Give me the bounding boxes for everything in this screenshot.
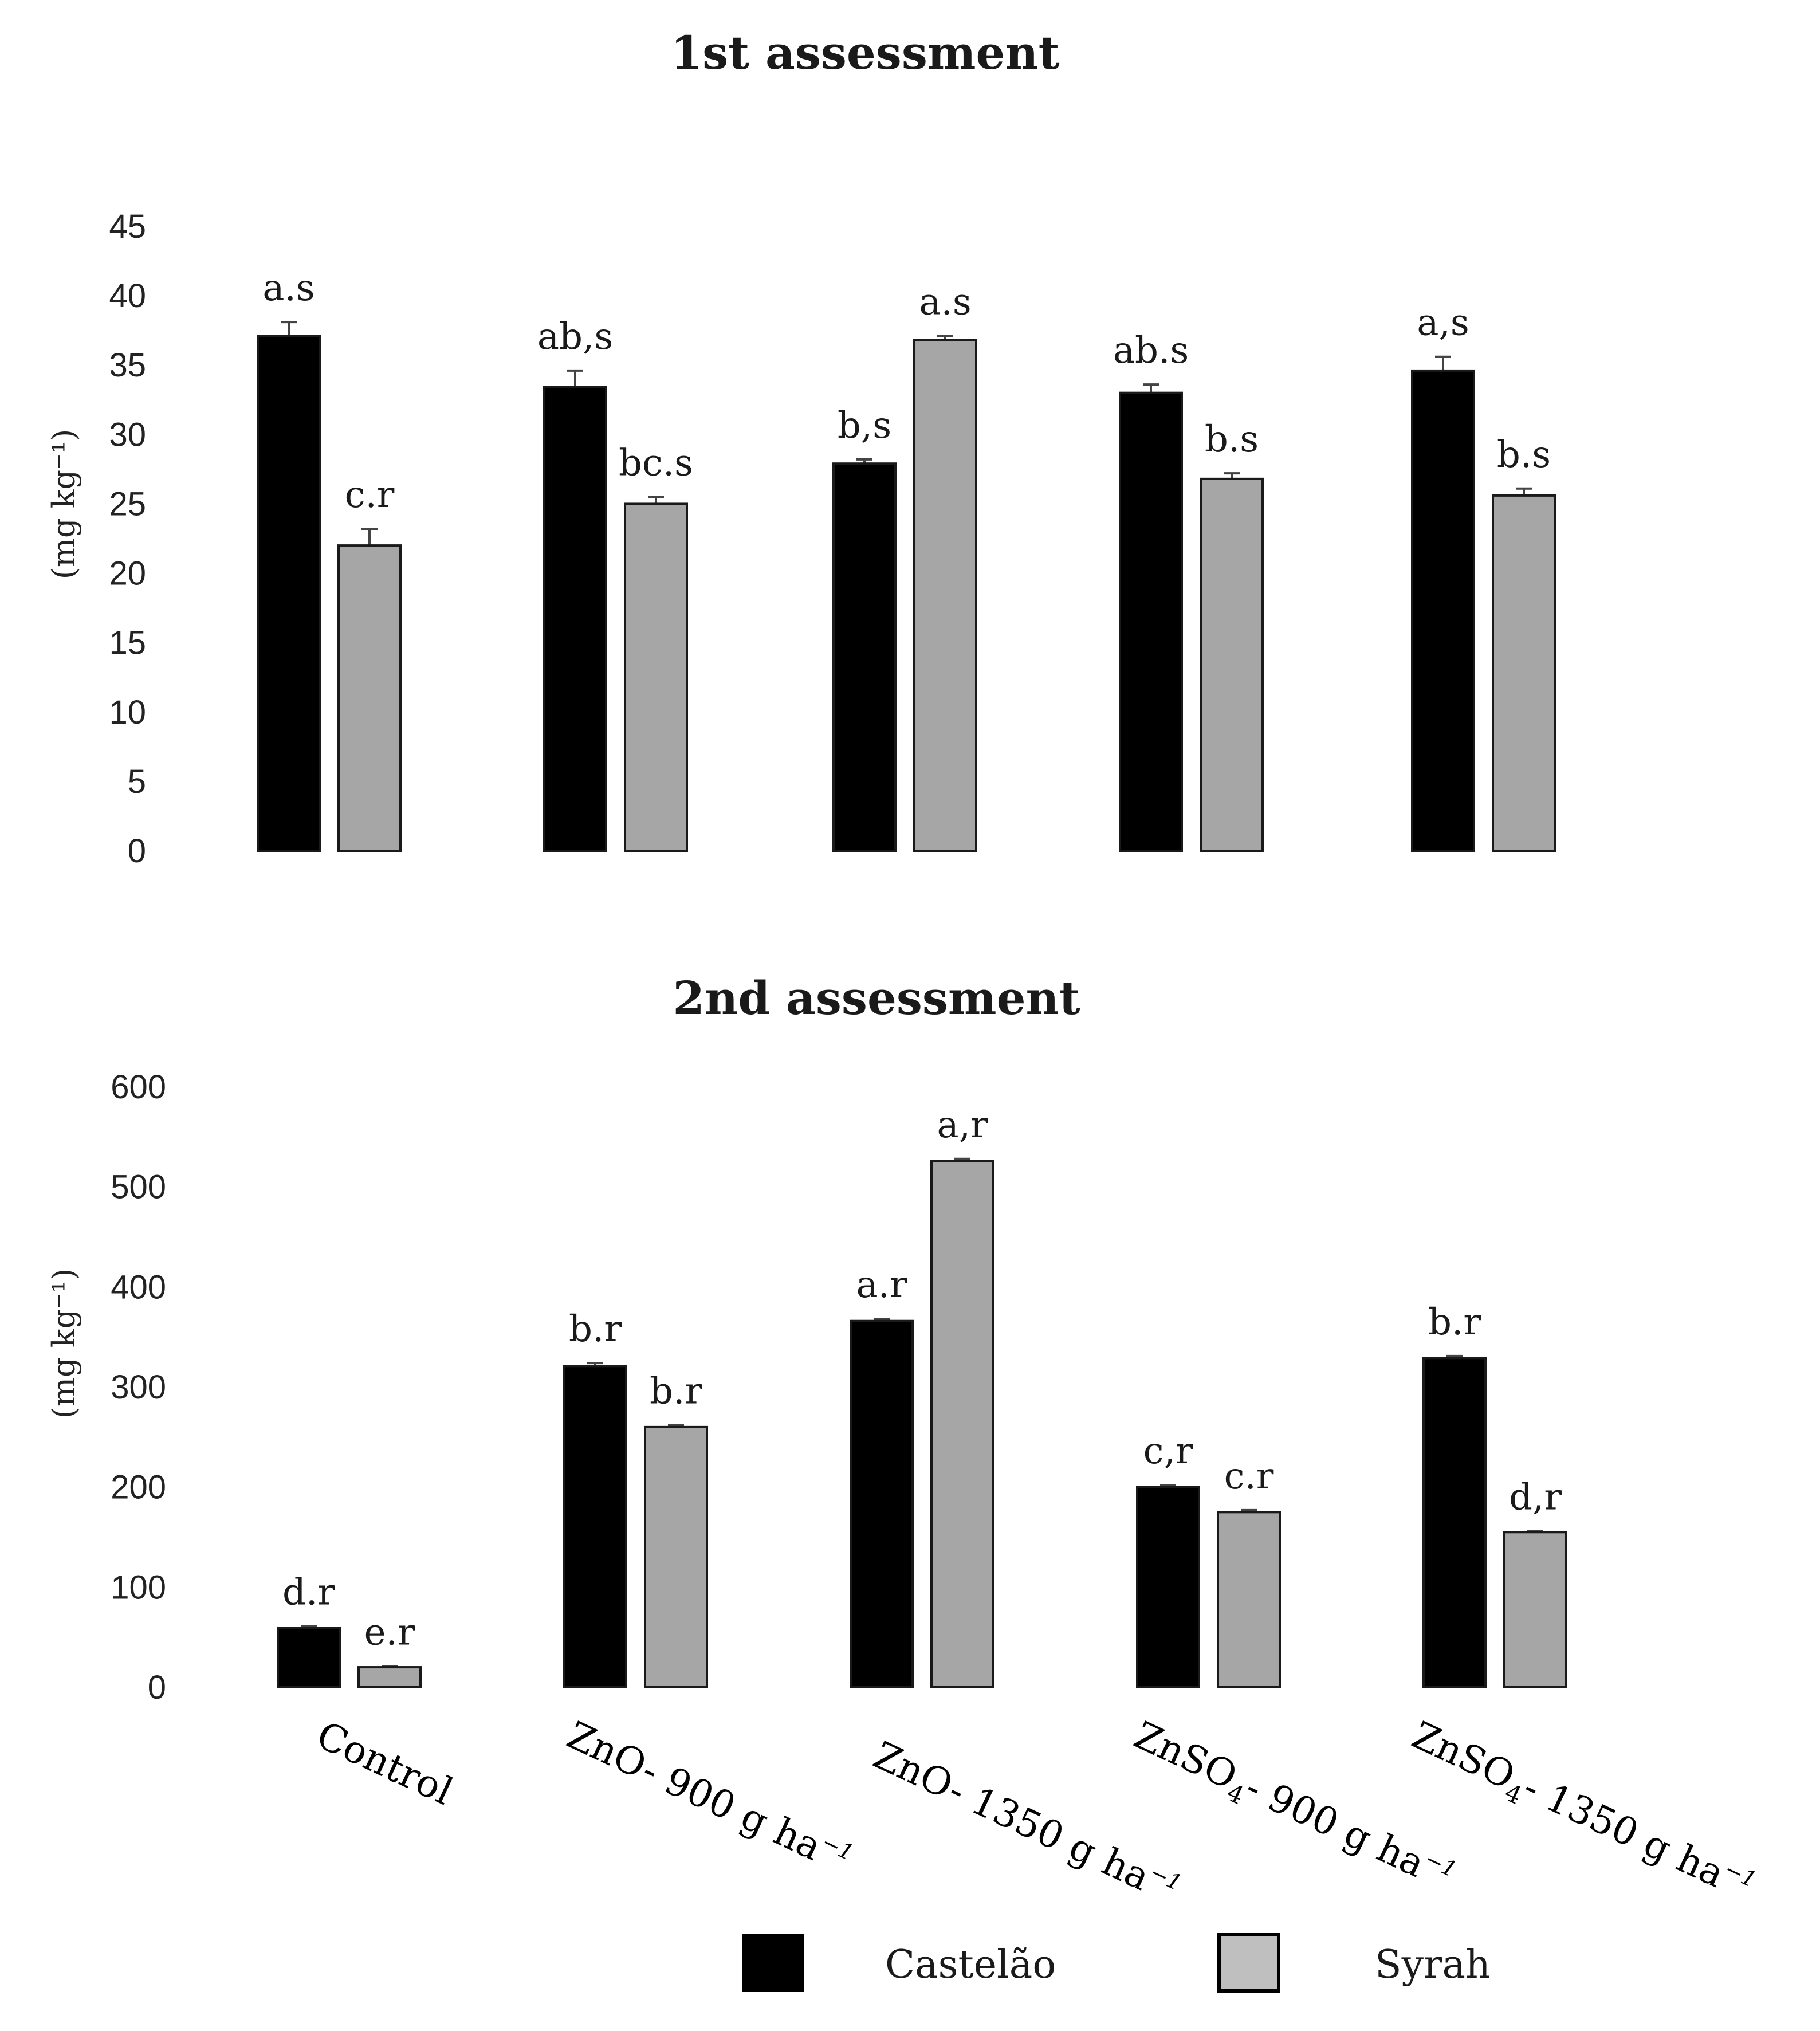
chart2-label-syrah-znso4-1350: d,r (1509, 1476, 1562, 1519)
chart2-y-tick-500: 500 (111, 1169, 166, 1206)
chart2-bar-castelao-zno-900 (563, 1365, 627, 1689)
chart1-label-syrah-zno-1350: a.s (919, 281, 971, 323)
chart2-bar-syrah-control (357, 1666, 422, 1688)
legend-swatch-castelao (742, 1934, 804, 1992)
chart1-error-castelao-znso4-900 (1143, 383, 1159, 393)
chart1-label-syrah-znso4-1350: b.s (1497, 434, 1551, 476)
category-label-zno-1350: ZnO- 1350 g ha−1 (867, 1733, 1186, 1913)
chart2-bars (277, 1160, 1567, 1689)
chart1-label-castelao-zno-1350: b,s (838, 404, 891, 447)
legend-label-syrah: Syrah (1375, 1942, 1491, 1987)
chart1-y-tick-20: 20 (109, 555, 146, 592)
category-label-znso4-1350: ZnSO4- 1350 g ha−1 (1403, 1713, 1760, 1915)
chart1-label-castelao-znso4-900: ab.s (1113, 329, 1189, 372)
chart1-y-tick-15: 15 (109, 624, 146, 662)
chart1-error-syrah-znso4-1350 (1516, 487, 1532, 496)
chart2-label-syrah-control: e.r (364, 1611, 415, 1653)
chart1-label-castelao-control: a.s (262, 267, 315, 309)
chart1-y-tick-10: 10 (109, 694, 146, 731)
chart2-error-bars (301, 1157, 1543, 1668)
chart2-data-labels: d.r b.r a.r c,r b.r e.r b.r a,r c.r d,r (282, 1104, 1562, 1654)
chart1-label-syrah-zno-900: bc.s (619, 442, 693, 484)
category-label-control: Control (310, 1713, 459, 1814)
legend: Castelão Syrah (742, 1933, 1491, 1993)
chart1-error-syrah-control (361, 528, 378, 546)
chart2-label-castelao-zno-1350: a.r (856, 1264, 907, 1306)
chart1-bar-syrah-znso4-1350 (1492, 494, 1556, 852)
chart1-y-tick-40: 40 (109, 277, 146, 315)
chart1-error-castelao-zno-900 (567, 369, 583, 387)
chart2-bar-syrah-zno-900 (644, 1425, 708, 1689)
legend-swatch-syrah (1217, 1933, 1280, 1993)
category-labels: Control ZnO- 900 g ha−1 ZnO- 1350 g ha−1… (310, 1713, 1760, 1915)
chart2-y-axis-label: (mg kg⁻¹) (46, 1268, 82, 1419)
chart1-y-ticks: 0 5 10 15 20 25 30 35 40 45 (109, 208, 146, 870)
chart1-y-tick-0: 0 (128, 832, 146, 870)
category-label-zno-900: ZnO- 900 g ha−1 (560, 1713, 858, 1883)
chart1-bar-syrah-zno-900 (624, 502, 688, 852)
legend-label-castelao: Castelão (885, 1942, 1056, 1987)
chart1-bar-castelao-control (257, 335, 321, 852)
chart2-label-castelao-zno-900: b.r (569, 1308, 622, 1350)
chart1-label-castelao-zno-900: ab,s (537, 316, 613, 358)
chart1-y-axis-label: (mg kg⁻¹) (46, 429, 82, 580)
chart2-y-tick-300: 300 (111, 1369, 166, 1406)
chart1-y-tick-45: 45 (109, 208, 146, 245)
chart2-bar-castelao-znso4-1350 (1422, 1357, 1487, 1688)
chart2-bar-castelao-zno-1350 (850, 1319, 914, 1688)
chart1-error-syrah-zno-900 (648, 496, 664, 504)
chart1-error-bars (281, 321, 1532, 546)
chart2-bar-syrah-znso4-1350 (1503, 1531, 1567, 1688)
chart1-label-syrah-znso4-900: b.s (1205, 418, 1259, 461)
chart2-label-castelao-znso4-1350: b.r (1428, 1301, 1481, 1343)
chart2-y-tick-0: 0 (148, 1669, 166, 1706)
chart2-label-syrah-znso4-900: c.r (1224, 1455, 1274, 1498)
chart2-y-tick-600: 600 (111, 1068, 166, 1106)
chart1-bar-syrah-zno-1350 (913, 339, 977, 852)
chart1-label-castelao-znso4-1350: a,s (1417, 302, 1469, 344)
chart2-label-syrah-zno-1350: a,r (937, 1104, 988, 1146)
chart1-bar-syrah-control (337, 544, 402, 852)
chart1-bar-castelao-zno-1350 (832, 462, 897, 852)
chart1-data-labels: a.s ab,s b,s ab.s a,s c.r bc.s a.s b.s b.s (262, 267, 1551, 516)
chart1-bars (257, 335, 1556, 852)
chart1-label-syrah-control: c.r (345, 474, 395, 516)
chart1-bar-castelao-znso4-900 (1119, 391, 1183, 852)
chart1-error-castelao-znso4-1350 (1435, 355, 1451, 371)
chart2-title: 2nd assessment (673, 971, 1080, 1025)
chart2-y-tick-100: 100 (111, 1569, 166, 1606)
chart1-bar-syrah-znso4-900 (1200, 477, 1264, 852)
chart1-y-tick-30: 30 (109, 416, 146, 453)
chart1-y-tick-35: 35 (109, 347, 146, 384)
chart1-y-tick-5: 5 (128, 763, 146, 800)
chart2-bar-syrah-znso4-900 (1217, 1511, 1281, 1688)
chart1-error-castelao-control (281, 321, 297, 336)
chart1-bar-castelao-zno-900 (543, 386, 607, 852)
chart2-y-tick-400: 400 (111, 1268, 166, 1306)
chart1-title: 1st assessment (670, 26, 1059, 80)
chart2-bar-syrah-zno-1350 (930, 1160, 994, 1688)
chart2-label-syrah-zno-900: b.r (650, 1370, 702, 1412)
chart2-y-ticks: 0 100 200 300 400 500 600 (111, 1068, 166, 1706)
chart2-label-castelao-control: d.r (282, 1571, 335, 1613)
chart2-y-tick-200: 200 (111, 1469, 166, 1506)
chart2-bar-castelao-znso4-900 (1136, 1486, 1200, 1689)
chart1-bar-castelao-znso4-1350 (1411, 369, 1475, 852)
chart2-bar-castelao-control (277, 1627, 341, 1689)
chart2-label-castelao-znso4-900: c,r (1143, 1430, 1193, 1472)
chart1-y-tick-25: 25 (109, 485, 146, 523)
